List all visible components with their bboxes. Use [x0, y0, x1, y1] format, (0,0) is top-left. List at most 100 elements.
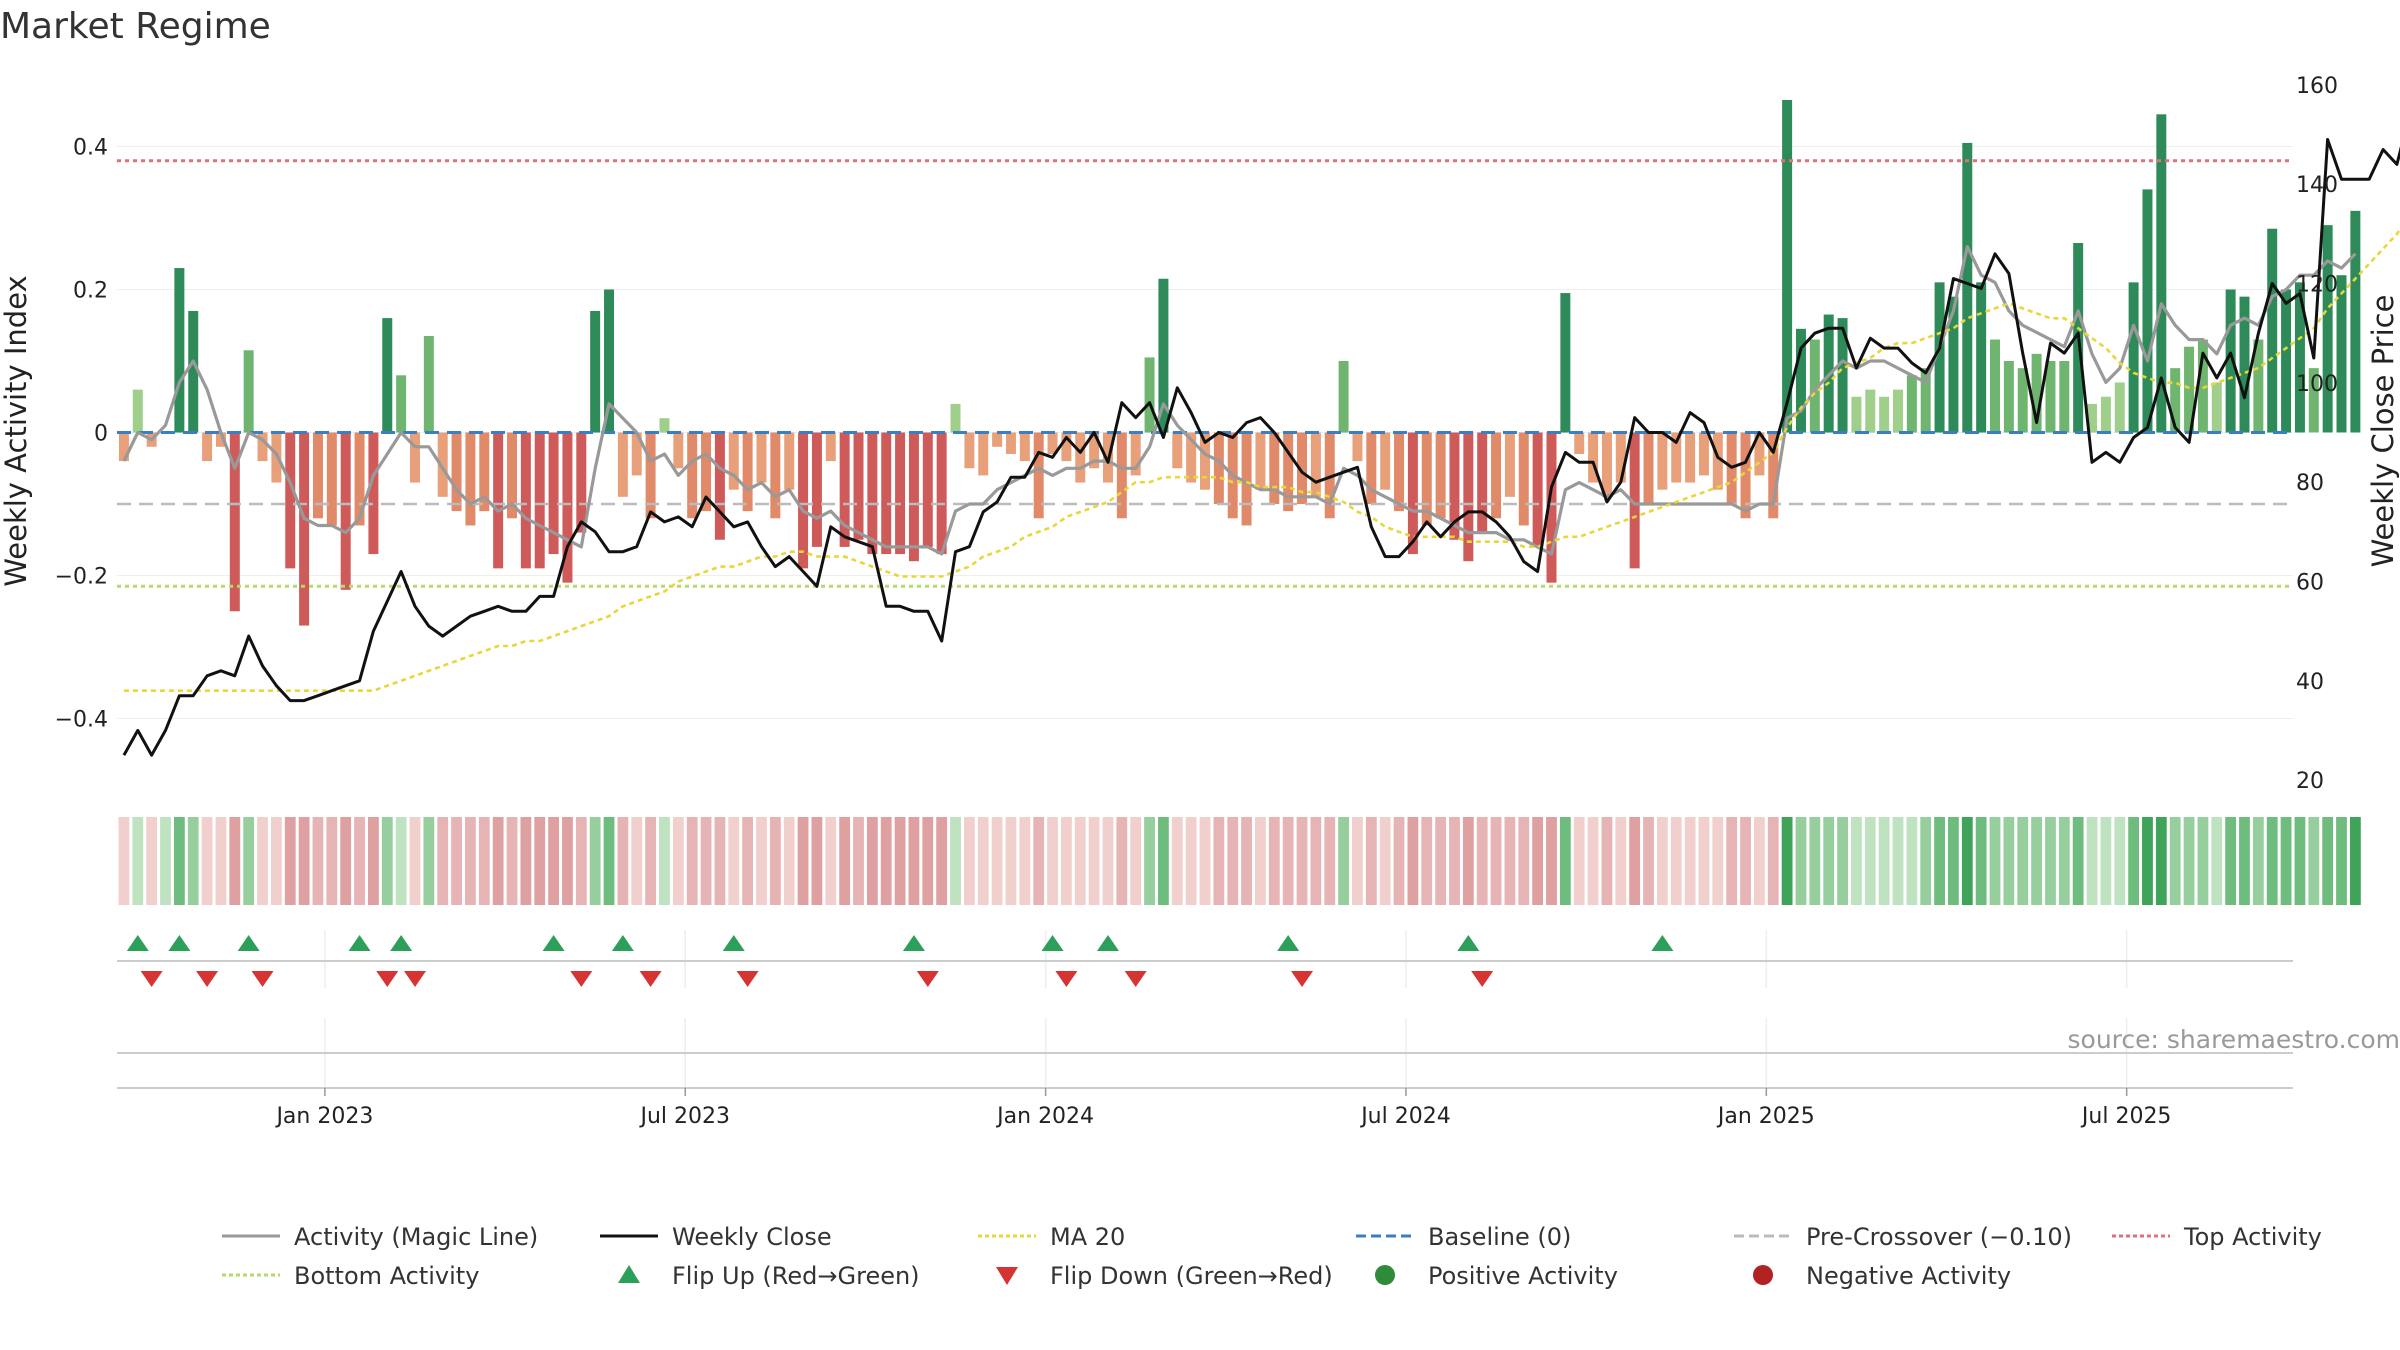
flip-down-marker	[639, 971, 662, 987]
regime-cell	[1282, 817, 1294, 905]
activity-bar	[2156, 114, 2167, 433]
activity-bar	[451, 432, 462, 512]
regime-cell	[1975, 817, 1987, 905]
legend-swatch	[996, 1267, 1018, 1285]
regime-cell	[880, 817, 892, 905]
regime-cell	[783, 817, 795, 905]
regime-cell	[575, 817, 587, 905]
activity-bar	[2267, 228, 2278, 433]
activity-bar	[1782, 100, 1793, 433]
x-tick-label: Jul 2025	[2080, 1104, 2172, 1129]
chart-title: Market Regime	[0, 6, 271, 47]
regime-cell	[991, 817, 1003, 905]
regime-cell	[1449, 817, 1460, 905]
activity-bar	[1643, 432, 1654, 504]
regime-cell	[187, 817, 199, 905]
activity-bar	[1574, 432, 1585, 454]
regime-cell	[1213, 817, 1225, 905]
flip-down-marker	[1124, 971, 1147, 987]
flip-down-marker	[376, 971, 399, 987]
regime-cell	[2058, 817, 2070, 905]
activity-bar	[174, 268, 185, 433]
activity-bar	[396, 375, 407, 433]
y2-tick-label: 80	[2296, 471, 2324, 496]
regime-cell	[2100, 817, 2112, 905]
activity-bar	[2003, 361, 2014, 433]
activity-bar	[1671, 432, 1682, 483]
legend-label: Weekly Close	[672, 1223, 832, 1251]
activity-bar	[1255, 432, 1266, 490]
regime-cell	[1851, 817, 1862, 905]
regime-cell	[1573, 817, 1585, 905]
activity-bar	[368, 432, 379, 555]
regime-cell	[2017, 817, 2029, 905]
flip-up-marker	[1041, 935, 1064, 951]
activity-bar	[132, 389, 143, 433]
activity-bar	[1019, 432, 1030, 462]
activity-bar	[2281, 289, 2292, 433]
regime-cell	[1033, 817, 1045, 905]
activity-bar	[229, 432, 240, 612]
activity-bar	[1172, 432, 1183, 469]
x-tick-label: Jul 2024	[1359, 1104, 1451, 1129]
activity-bar	[1033, 432, 1044, 519]
regime-cell	[2225, 817, 2237, 905]
activity-bar	[908, 432, 919, 562]
regime-cell	[1365, 817, 1377, 905]
activity-bar	[1657, 432, 1668, 490]
regime-cell	[686, 817, 698, 905]
activity-bar	[1865, 389, 1876, 433]
regime-cell	[659, 817, 670, 905]
legend-label: Activity (Magic Line)	[294, 1223, 538, 1251]
activity-bar	[2128, 282, 2139, 433]
activity-bar	[1241, 432, 1252, 526]
flip-down-marker	[736, 971, 759, 987]
regime-cell	[1393, 817, 1405, 905]
activity-bar	[1200, 432, 1210, 490]
activity-bar	[1962, 142, 1973, 433]
activity-bar	[1795, 328, 1806, 433]
regime-cell	[1019, 817, 1031, 905]
flip-down-marker	[140, 971, 163, 987]
regime-cell	[1837, 817, 1848, 905]
legend-label: Top Activity	[2183, 1223, 2322, 1251]
activity-bar	[1089, 432, 1100, 469]
activity-bar	[714, 432, 725, 540]
regime-cell	[1060, 817, 1072, 905]
activity-bar	[2017, 368, 2028, 433]
y2-tick-label: 160	[2296, 74, 2338, 99]
flip-up-marker	[611, 935, 634, 951]
regime-cell	[908, 817, 920, 905]
activity-bar	[1504, 432, 1515, 497]
activity-bar	[2211, 382, 2222, 433]
weekly-close-line	[122, 138, 2400, 757]
activity-bar	[2322, 225, 2333, 433]
regime-cell	[2003, 817, 2015, 905]
lower-panel	[117, 1018, 2293, 1089]
activity-bar	[1297, 432, 1308, 504]
activity-bar	[687, 432, 698, 519]
regime-cell	[1767, 817, 1779, 905]
source-credit: source: sharemaestro.com	[2068, 1025, 2400, 1054]
activity-bar	[1712, 432, 1723, 490]
activity-bar	[257, 432, 268, 462]
activity-bar	[1477, 432, 1488, 533]
regime-cell	[1421, 817, 1433, 905]
activity-bar	[1421, 432, 1432, 526]
regime-cell	[2336, 817, 2347, 905]
regime-cell	[1504, 817, 1516, 905]
activity-bar	[299, 432, 310, 626]
activity-bar	[1920, 368, 1931, 433]
regime-cell	[1809, 817, 1821, 905]
activity-bar	[617, 432, 628, 497]
activity-bar	[1116, 432, 1127, 519]
activity-bar	[1366, 432, 1377, 504]
regime-cell	[1892, 817, 1904, 905]
y2-axis-label: Weekly Close Price	[2366, 295, 2400, 568]
activity-bar	[1463, 432, 1474, 562]
activity-bar	[465, 432, 476, 526]
activity-bar	[950, 403, 961, 433]
activity-bar	[1491, 432, 1502, 519]
regime-cell	[617, 817, 629, 905]
regime-cell	[1047, 817, 1058, 905]
